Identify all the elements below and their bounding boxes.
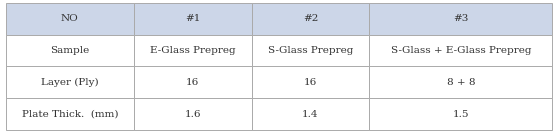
Bar — [252, 3, 369, 35]
Text: 1.5: 1.5 — [453, 110, 469, 119]
Text: S-Glass + E-Glass Prepreg: S-Glass + E-Glass Prepreg — [391, 46, 531, 55]
Text: #1: #1 — [185, 14, 200, 23]
Bar — [6, 35, 134, 66]
Text: 1.6: 1.6 — [185, 110, 201, 119]
Text: 1.4: 1.4 — [302, 110, 319, 119]
Bar — [6, 98, 134, 130]
Text: #3: #3 — [453, 14, 469, 23]
Bar — [252, 66, 369, 98]
Text: S-Glass Prepreg: S-Glass Prepreg — [268, 46, 353, 55]
Bar — [252, 35, 369, 66]
Bar — [369, 3, 552, 35]
Bar — [6, 66, 134, 98]
Text: Plate Thick.  (mm): Plate Thick. (mm) — [22, 110, 118, 119]
Text: 16: 16 — [304, 78, 317, 87]
Bar — [6, 3, 134, 35]
Bar — [134, 3, 252, 35]
Text: Layer (Ply): Layer (Ply) — [41, 78, 99, 87]
Bar — [134, 35, 252, 66]
Bar — [134, 66, 252, 98]
Text: E-Glass Prepreg: E-Glass Prepreg — [150, 46, 235, 55]
Bar — [369, 98, 552, 130]
Bar — [369, 66, 552, 98]
Text: #2: #2 — [303, 14, 318, 23]
Bar — [252, 98, 369, 130]
Bar — [369, 35, 552, 66]
Text: NO: NO — [61, 14, 79, 23]
Bar — [134, 98, 252, 130]
Text: 16: 16 — [186, 78, 200, 87]
Text: Sample: Sample — [50, 46, 89, 55]
Text: 8 + 8: 8 + 8 — [446, 78, 475, 87]
